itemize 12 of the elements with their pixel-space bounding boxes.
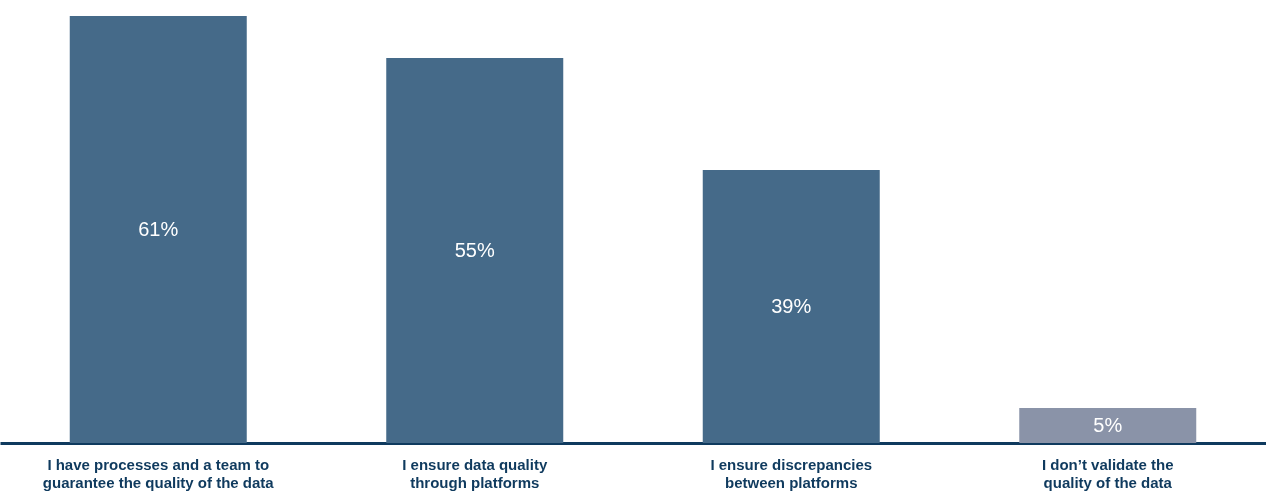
data-label: 61%: [138, 217, 179, 240]
data-label: 55%: [454, 238, 495, 261]
data-label: 39%: [771, 294, 812, 317]
x-tick-label: I have processes and a team to guarantee the quality of the data: [42, 455, 275, 491]
data-label: 5%: [1093, 413, 1123, 436]
bar: [702, 170, 880, 443]
x-tick-label: I ensure data quality through platforms: [402, 455, 548, 491]
x-tick-label: I ensure discrepancies between platforms: [710, 455, 873, 491]
bar: [386, 58, 564, 443]
x-tick-label: I don’t validate the quality of the data: [1041, 455, 1174, 491]
bar: [69, 16, 247, 443]
bar: [1019, 408, 1197, 443]
